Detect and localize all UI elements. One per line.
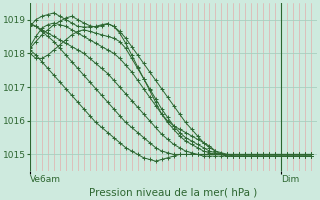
X-axis label: Pression niveau de la mer( hPa ): Pression niveau de la mer( hPa ) bbox=[90, 187, 258, 197]
